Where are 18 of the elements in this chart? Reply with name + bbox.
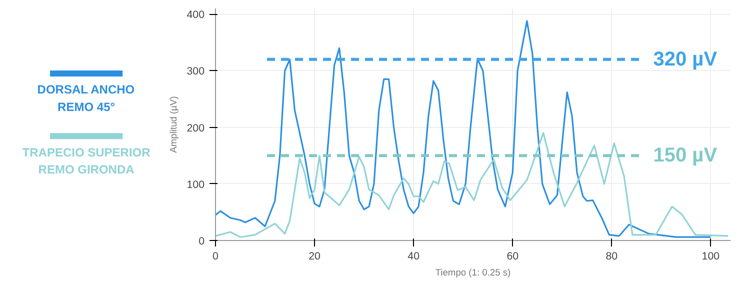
x-tick-label: 80 (606, 250, 618, 262)
y-tick-label: 0 (198, 236, 205, 248)
y-tick-label: 400 (186, 9, 205, 22)
y-axis-title: Amplitud (µV) (168, 96, 179, 153)
x-tick-label: 0 (212, 250, 219, 262)
text: DORSAL ANCHO REMO 45° (37, 82, 135, 114)
ref-line-label: 150 µV (653, 144, 718, 167)
text: TRAPECIO SUPERIOR REMO GIRONDA (22, 145, 151, 177)
x-axis-title: Tiempo (1: 0.25 s) (435, 268, 511, 278)
y-tick-label: 300 (186, 66, 205, 78)
ref-line-label: 320 µV (653, 48, 718, 70)
x-tick-label: 40 (408, 250, 420, 262)
x-tick-label: 20 (308, 250, 321, 262)
x-tick-label: 60 (506, 250, 519, 262)
x-tick-label: 100 (702, 250, 720, 262)
line-series (216, 132, 729, 238)
y-tick-label: 200 (186, 122, 205, 134)
y-tick-label: 100 (186, 178, 205, 191)
